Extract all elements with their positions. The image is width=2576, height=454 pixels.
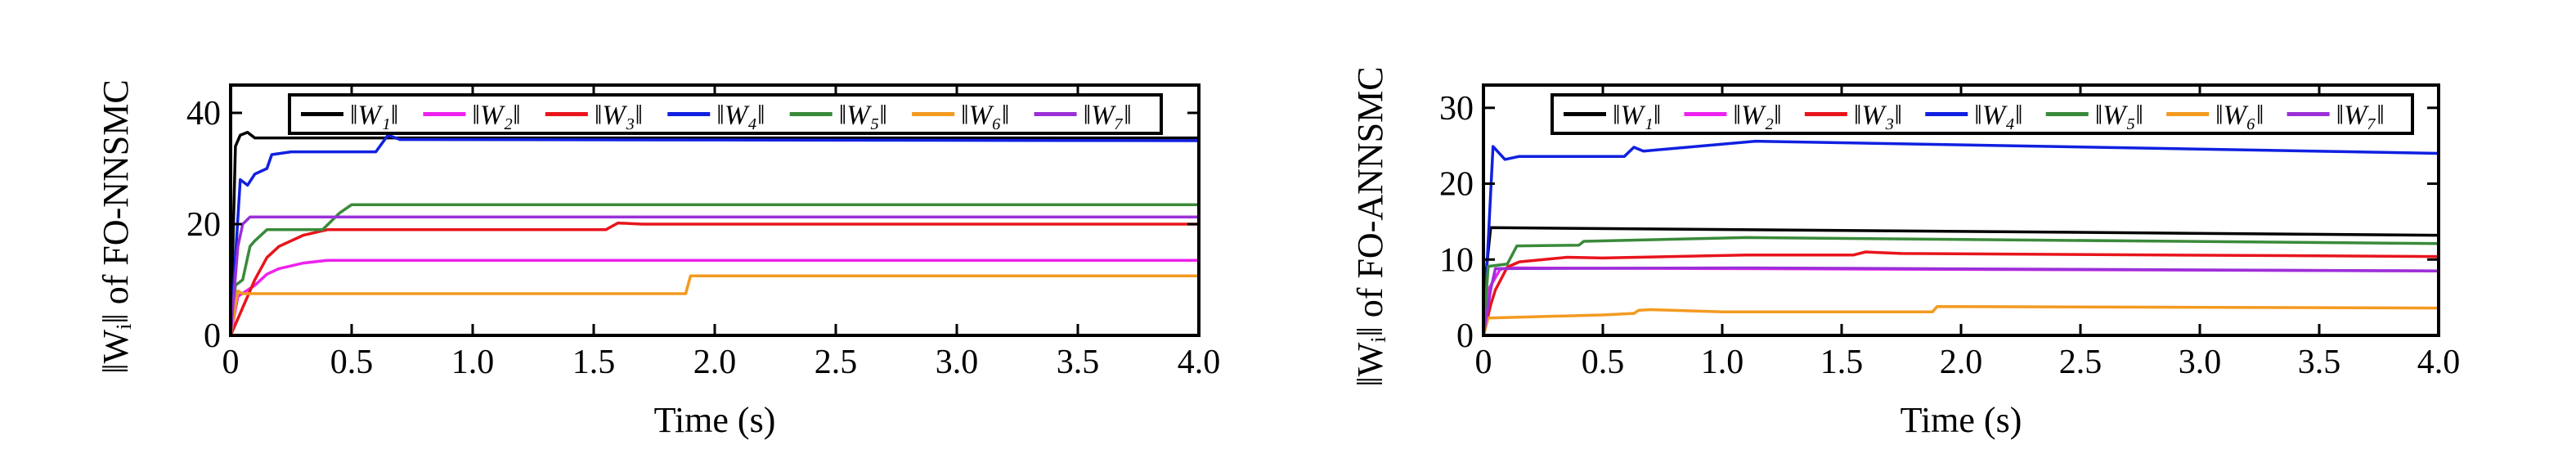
series-line-w5: [229, 203, 1199, 336]
legend-item-w5: ‖W₅‖: [2045, 101, 2143, 131]
y-tick-label: 20: [186, 206, 221, 244]
chart-fo-annsmc: 0 0.5 1.0 1.5 2.0 2.5 3.0 3.5 4.0 0 10 20 30 Time (s)…: [1350, 66, 2460, 440]
series-line-w2: [229, 258, 1199, 336]
x-tick-label: 3.5: [2298, 344, 2341, 381]
x-tick-label: 4.0: [2417, 344, 2461, 381]
x-tick-label: 2.5: [815, 344, 858, 381]
y-axis-label: ‖Wᵢ‖ of FO-NNSMC: [96, 79, 136, 373]
legend-label: ‖W₆‖: [961, 101, 1009, 131]
legend-item-w4: ‖W₄‖: [667, 101, 765, 131]
legend: ‖W₁‖ ‖W₂‖ ‖W₃‖ ‖W₄‖ ‖W₅‖ ‖W₆‖ ‖W₇‖: [1551, 93, 2414, 135]
legend-item-w7: ‖W₇‖: [2287, 101, 2385, 131]
series-line-w1: [1482, 226, 2439, 336]
legend-label: ‖W₂‖: [1733, 101, 1781, 131]
legend-item-w6: ‖W₆‖: [2166, 101, 2264, 131]
x-tick-label: 3.0: [2179, 344, 2222, 381]
x-tick-label: 4.0: [1178, 344, 1221, 381]
chart-fo-nnsmc: 0 0.5 1.0 1.5 2.0 2.5 3.0 3.5 4.0 0 20 40 Time (s) ‖W…: [96, 79, 1220, 440]
legend-label: ‖W₁‖: [1613, 101, 1661, 131]
series-line-w3: [229, 221, 1199, 336]
legend-item-w7: ‖W₇‖: [1034, 101, 1132, 131]
y-tick-label: 10: [1439, 241, 1474, 279]
legend: ‖W₁‖ ‖W₂‖ ‖W₃‖ ‖W₄‖ ‖W₅‖ ‖W₆‖ ‖W₇‖: [288, 93, 1163, 135]
x-tick-label: 1.5: [572, 344, 616, 381]
x-tick-label: 3.0: [936, 344, 979, 381]
series-line-w6: [229, 274, 1199, 336]
series-line-w7: [1482, 266, 2439, 336]
y-tick-label: 0: [1456, 317, 1474, 355]
legend-label: ‖W₅‖: [839, 101, 887, 131]
y-axis-label: ‖Wᵢ‖ of FO-ANNSMC: [1350, 66, 1390, 386]
series-line-w3: [1482, 250, 2439, 336]
x-tick-label: 0: [1475, 344, 1492, 381]
x-tick-label: 2.5: [2059, 344, 2103, 381]
x-axis-label: Time (s): [654, 400, 776, 440]
x-tick-label: 0.5: [1582, 344, 1625, 381]
legend-label: ‖W₃‖: [1854, 101, 1902, 131]
x-axis-label: Time (s): [1901, 400, 2022, 440]
legend-item-w1: ‖W₁‖: [301, 101, 398, 131]
series-line-w7: [229, 215, 1199, 336]
legend-item-w4: ‖W₄‖: [1925, 101, 2023, 131]
x-tick-label: 0.5: [330, 344, 374, 381]
x-tick-label: 1.0: [451, 344, 495, 381]
x-tick-label: 1.5: [1820, 344, 1864, 381]
legend-label: ‖W₇‖: [2336, 101, 2385, 131]
legend-item-w6: ‖W₆‖: [912, 101, 1009, 131]
x-tick-label: 2.0: [693, 344, 737, 381]
legend-item-w3: ‖W₃‖: [1804, 101, 1902, 131]
y-tick-label: 30: [1439, 90, 1474, 128]
x-tick-label: 0: [222, 344, 240, 381]
series-line-w1: [229, 131, 1199, 336]
y-tick-label: 40: [186, 95, 221, 133]
series-line-w4: [1482, 139, 2439, 336]
legend-item-w5: ‖W₅‖: [789, 101, 887, 131]
legend-item-w2: ‖W₂‖: [1684, 101, 1782, 131]
legend-label: ‖W₄‖: [1974, 101, 2022, 131]
series-line-w5: [1482, 236, 2439, 336]
legend-item-w1: ‖W₁‖: [1564, 101, 1661, 131]
y-tick-label: 0: [204, 317, 221, 355]
legend-item-w2: ‖W₂‖: [423, 101, 521, 131]
y-tick-label: 20: [1439, 166, 1474, 204]
series-line-w4: [229, 133, 1200, 336]
legend-label: ‖W₁‖: [350, 101, 398, 131]
series-line-w6: [1482, 305, 2439, 336]
legend-label: ‖W₄‖: [716, 101, 765, 131]
legend-label: ‖W₅‖: [2095, 101, 2143, 131]
legend-label: ‖W₇‖: [1084, 101, 1132, 131]
x-tick-label: 3.5: [1057, 344, 1100, 381]
legend-item-w3: ‖W₃‖: [545, 101, 643, 131]
x-tick-label: 1.0: [1701, 344, 1744, 381]
legend-label: ‖W₂‖: [472, 101, 520, 131]
legend-label: ‖W₆‖: [2215, 101, 2264, 131]
x-tick-label: 2.0: [1940, 344, 1983, 381]
legend-label: ‖W₃‖: [595, 101, 643, 131]
